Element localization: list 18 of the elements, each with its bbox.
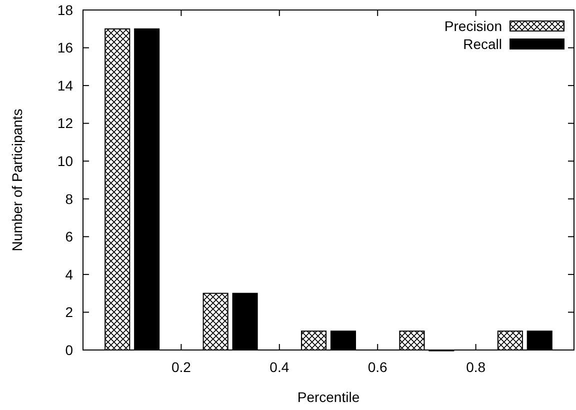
- y-tick-label: 18: [57, 2, 74, 18]
- x-tick-label: 0.2: [171, 359, 192, 375]
- y-tick-label: 14: [57, 77, 74, 94]
- x-tick-label: 0.6: [368, 359, 388, 375]
- legend-label: Precision: [444, 18, 502, 34]
- y-tick-label: 16: [57, 40, 74, 56]
- x-axis-title: Percentile: [297, 389, 360, 405]
- y-tick-label: 10: [57, 153, 74, 170]
- y-axis-title: Number of Participants: [9, 108, 25, 252]
- y-tick-label: 6: [65, 228, 74, 245]
- y-tick-label: 4: [65, 266, 74, 282]
- x-tick-label: 0.8: [466, 359, 486, 375]
- x-tick-label: 0.4: [270, 359, 290, 375]
- y-tick-label: 8: [65, 190, 74, 207]
- y-tick-label: 0: [65, 342, 74, 358]
- y-tick-label: 12: [57, 115, 74, 132]
- legend-label: Recall: [463, 36, 502, 52]
- y-tick-label: 2: [65, 304, 74, 320]
